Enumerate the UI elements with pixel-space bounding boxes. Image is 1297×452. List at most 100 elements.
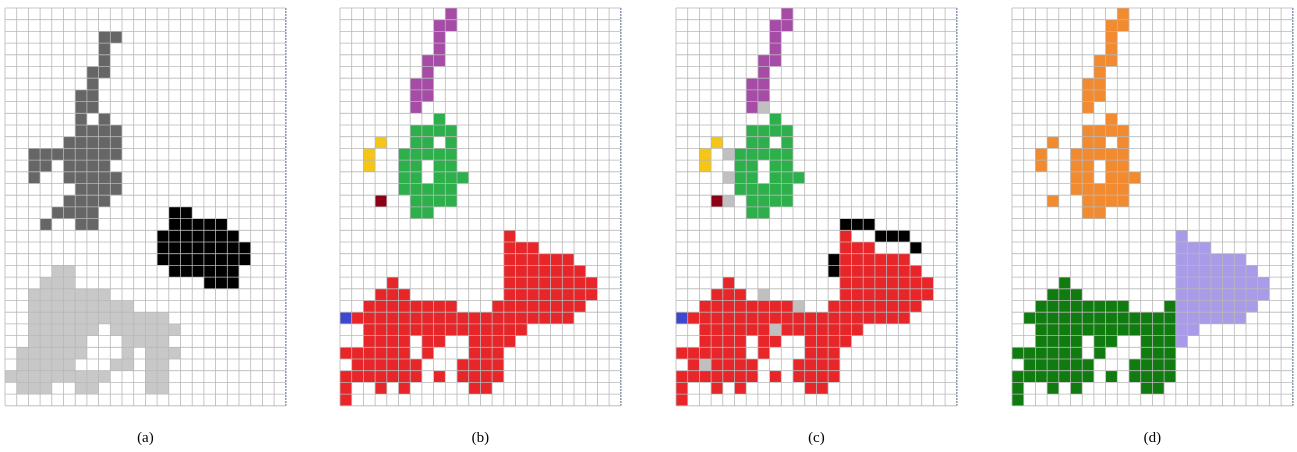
- cell: [457, 172, 469, 184]
- cell: [422, 184, 434, 196]
- cell: [539, 312, 551, 324]
- cell: [375, 347, 387, 359]
- cell: [688, 312, 700, 324]
- cell: [699, 160, 711, 172]
- cell: [551, 312, 563, 324]
- cell: [1223, 254, 1235, 266]
- cell: [793, 301, 805, 313]
- cell: [805, 371, 817, 383]
- cell: [75, 371, 87, 383]
- cell: [410, 184, 422, 196]
- cell: [863, 219, 875, 231]
- cell: [527, 312, 539, 324]
- cell: [758, 289, 770, 301]
- cell: [539, 254, 551, 266]
- cell: [723, 195, 735, 207]
- cell: [574, 301, 586, 313]
- cell: [1071, 371, 1083, 383]
- cell: [434, 148, 446, 160]
- cell: [352, 371, 364, 383]
- cell: [492, 324, 504, 336]
- cell: [562, 289, 574, 301]
- cell: [805, 359, 817, 371]
- cell: [434, 195, 446, 207]
- cell: [1199, 312, 1211, 324]
- cell: [711, 371, 723, 383]
- cell: [1117, 20, 1129, 32]
- cell: [1047, 289, 1059, 301]
- cell: [723, 148, 735, 160]
- cell: [122, 359, 134, 371]
- cell: [711, 324, 723, 336]
- cell: [410, 324, 422, 336]
- cell: [735, 312, 747, 324]
- cell: [363, 160, 375, 172]
- cell: [840, 265, 852, 277]
- cell: [828, 265, 840, 277]
- cell: [898, 265, 910, 277]
- cell: [1117, 137, 1129, 149]
- cell: [1082, 148, 1094, 160]
- cell: [1106, 184, 1118, 196]
- cell: [723, 371, 735, 383]
- cell: [363, 301, 375, 313]
- cell: [1082, 371, 1094, 383]
- cell: [574, 277, 586, 289]
- cell: [134, 312, 146, 324]
- cell: [551, 277, 563, 289]
- cell: [516, 254, 528, 266]
- cell: [746, 371, 758, 383]
- cell: [457, 324, 469, 336]
- cell: [676, 347, 688, 359]
- cell: [75, 184, 87, 196]
- cell: [1071, 160, 1083, 172]
- cell: [516, 312, 528, 324]
- cell: [145, 382, 157, 394]
- cell: [1094, 195, 1106, 207]
- cell: [805, 382, 817, 394]
- cell: [1094, 67, 1106, 79]
- cell: [746, 160, 758, 172]
- cell: [1152, 336, 1164, 348]
- cell: [469, 359, 481, 371]
- cell: [434, 301, 446, 313]
- cell: [434, 55, 446, 67]
- cell: [840, 254, 852, 266]
- cell: [227, 242, 239, 254]
- cell: [770, 125, 782, 137]
- cell: [875, 289, 887, 301]
- cell: [492, 336, 504, 348]
- cell: [1082, 172, 1094, 184]
- cell: [910, 301, 922, 313]
- cell: [399, 160, 411, 172]
- cell: [227, 254, 239, 266]
- cell: [852, 242, 864, 254]
- cell: [157, 254, 169, 266]
- cell: [122, 301, 134, 313]
- cell: [399, 289, 411, 301]
- cell: [1223, 265, 1235, 277]
- cell: [735, 347, 747, 359]
- cell: [480, 371, 492, 383]
- cell: [816, 359, 828, 371]
- cell: [1258, 277, 1270, 289]
- cell: [64, 371, 76, 383]
- cell: [1234, 289, 1246, 301]
- cell: [735, 160, 747, 172]
- cell: [828, 359, 840, 371]
- cell: [1082, 312, 1094, 324]
- cell: [75, 137, 87, 149]
- cell: [399, 148, 411, 160]
- cell: [1094, 78, 1106, 90]
- cell: [711, 359, 723, 371]
- cell: [504, 230, 516, 242]
- cell: [735, 371, 747, 383]
- cell: [422, 78, 434, 90]
- cell: [399, 359, 411, 371]
- panel-label: (d): [1144, 430, 1162, 446]
- cell: [1176, 265, 1188, 277]
- cell: [28, 336, 40, 348]
- cell: [1117, 195, 1129, 207]
- cell: [746, 125, 758, 137]
- cell: [64, 301, 76, 313]
